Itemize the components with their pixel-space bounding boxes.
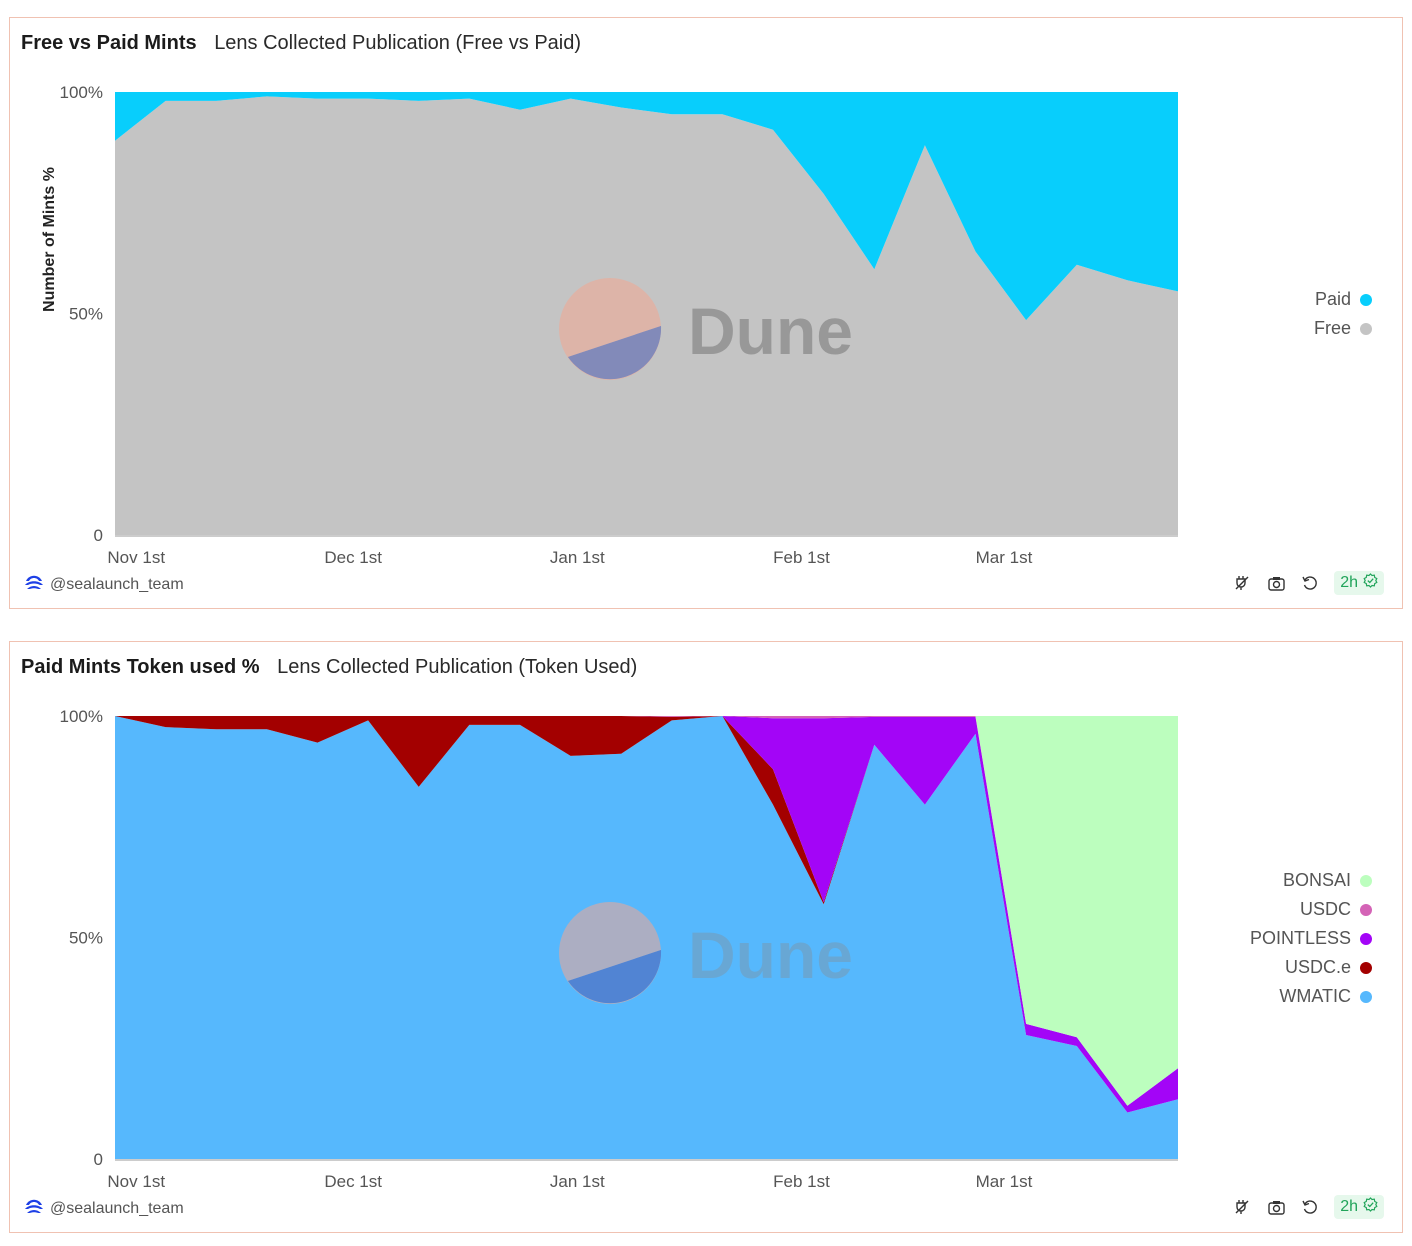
legend-dot-bonsai xyxy=(1360,874,1372,887)
y-tick-label: 0 xyxy=(94,1150,103,1169)
legend-item-paid[interactable]: Paid xyxy=(1314,285,1372,314)
author-name: @sealaunch_team xyxy=(50,1199,184,1217)
x-tick-label: Dec 1st xyxy=(324,548,382,567)
area-series-paid xyxy=(115,92,1178,321)
legend-label: USDC.e xyxy=(1284,957,1351,977)
x-tick-label: Mar 1st xyxy=(976,1172,1033,1191)
chart-subtitle: Lens Collected Publication (Free vs Paid… xyxy=(214,32,582,54)
legend-label: BONSAI xyxy=(1282,870,1351,890)
legend-label: USDC xyxy=(1299,899,1351,919)
author-link[interactable]: @sealaunch_team xyxy=(24,1197,184,1220)
chart-legend: Paid Free xyxy=(1314,285,1372,343)
check-circle-icon xyxy=(1363,573,1378,593)
chart-legend: BONSAI USDC POINTLESS USDC.e WMATIC xyxy=(1250,866,1372,1011)
embed-icon[interactable] xyxy=(1232,573,1252,593)
legend-dot-wmatic xyxy=(1360,990,1372,1003)
legend-item-free[interactable]: Free xyxy=(1314,314,1372,343)
x-tick-label: Nov 1st xyxy=(107,1172,165,1191)
x-tick-label: Nov 1st xyxy=(107,548,165,567)
sealaunch-logo-icon xyxy=(24,573,44,596)
camera-icon[interactable] xyxy=(1266,573,1286,593)
legend-item-pointless[interactable]: POINTLESS xyxy=(1250,924,1372,953)
chart-title: Free vs Paid Mints xyxy=(21,32,197,54)
refresh-icon[interactable] xyxy=(1300,573,1320,593)
legend-item-usdc[interactable]: USDC xyxy=(1250,895,1372,924)
chart-toolbar: 2h xyxy=(1232,571,1384,595)
chart-panel-token-used: Paid Mints Token used % Lens Collected P… xyxy=(9,641,1403,1233)
x-tick-label: Jan 1st xyxy=(550,548,605,567)
author-name: @sealaunch_team xyxy=(50,575,184,593)
refresh-status-badge[interactable]: 2h xyxy=(1334,571,1384,595)
y-tick-label: 50% xyxy=(69,929,103,948)
refresh-age: 2h xyxy=(1340,1198,1358,1215)
legend-label: Paid xyxy=(1314,289,1351,309)
panel-header: Free vs Paid Mints Lens Collected Public… xyxy=(21,32,581,55)
legend-dot-paid xyxy=(1360,293,1372,306)
legend-item-wmatic[interactable]: WMATIC xyxy=(1250,982,1372,1011)
refresh-status-badge[interactable]: 2h xyxy=(1334,1195,1384,1219)
legend-item-bonsai[interactable]: BONSAI xyxy=(1250,866,1372,895)
y-tick-label: 100% xyxy=(60,83,103,102)
legend-dot-free xyxy=(1360,322,1372,335)
legend-item-usdc-e[interactable]: USDC.e xyxy=(1250,953,1372,982)
y-axis-label: Number of Mints % xyxy=(41,167,58,312)
x-tick-label: Mar 1st xyxy=(976,548,1033,567)
x-tick-label: Jan 1st xyxy=(550,1172,605,1191)
legend-label: WMATIC xyxy=(1279,986,1351,1006)
chart-toolbar: 2h xyxy=(1232,1195,1384,1219)
x-tick-label: Feb 1st xyxy=(773,548,830,567)
chart-panel-free-vs-paid: Free vs Paid Mints Lens Collected Public… xyxy=(9,17,1403,609)
author-link[interactable]: @sealaunch_team xyxy=(24,573,184,596)
chart-title: Paid Mints Token used % xyxy=(21,656,260,678)
chart-subtitle: Lens Collected Publication (Token Used) xyxy=(277,656,638,678)
sealaunch-logo-icon xyxy=(24,1197,44,1220)
y-tick-label: 50% xyxy=(69,305,103,324)
legend-dot-usdc-e xyxy=(1360,961,1372,974)
y-tick-label: 100% xyxy=(60,707,103,726)
embed-icon[interactable] xyxy=(1232,1197,1252,1217)
refresh-icon[interactable] xyxy=(1300,1197,1320,1217)
check-circle-icon xyxy=(1363,1197,1378,1217)
dune-watermark-text: Dune xyxy=(688,294,853,368)
legend-label: POINTLESS xyxy=(1249,928,1351,948)
dune-watermark-text: Dune xyxy=(688,918,853,992)
dune-watermark-logo xyxy=(559,902,662,1004)
legend-dot-pointless xyxy=(1360,932,1372,945)
refresh-age: 2h xyxy=(1340,574,1358,591)
panel-header: Paid Mints Token used % Lens Collected P… xyxy=(21,656,637,679)
camera-icon[interactable] xyxy=(1266,1197,1286,1217)
x-tick-label: Dec 1st xyxy=(324,1172,382,1191)
legend-dot-usdc xyxy=(1360,903,1372,916)
legend-label: Free xyxy=(1313,318,1351,338)
area-series-bonsai xyxy=(115,716,1178,1106)
y-tick-label: 0 xyxy=(94,526,103,545)
x-tick-label: Feb 1st xyxy=(773,1172,830,1191)
dune-watermark-logo xyxy=(559,278,662,380)
